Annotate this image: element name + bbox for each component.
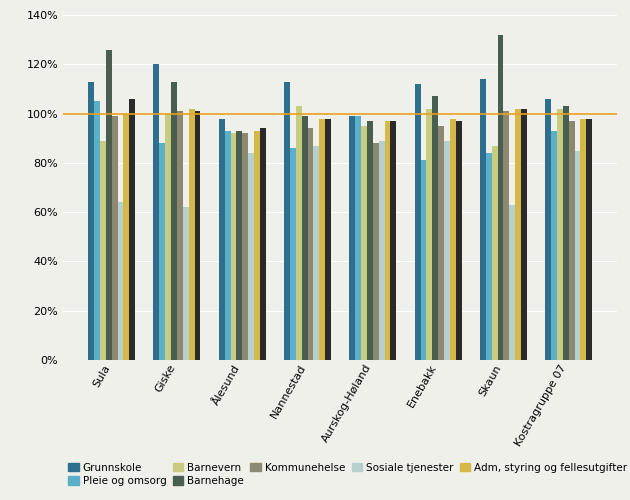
Bar xyxy=(254,131,260,360)
Bar xyxy=(177,111,183,360)
Bar xyxy=(563,106,569,360)
Bar xyxy=(551,131,557,360)
Bar xyxy=(236,131,243,360)
Bar xyxy=(314,146,319,360)
Bar xyxy=(100,140,106,360)
Bar xyxy=(438,126,444,360)
Bar xyxy=(427,108,432,360)
Bar xyxy=(159,143,165,360)
Bar xyxy=(455,121,462,360)
Bar xyxy=(498,34,503,360)
Bar xyxy=(509,205,515,360)
Bar xyxy=(94,101,100,360)
Bar xyxy=(486,153,491,360)
Bar xyxy=(557,108,563,360)
Bar xyxy=(480,79,486,360)
Bar xyxy=(391,121,396,360)
Bar xyxy=(129,99,135,360)
Bar xyxy=(165,114,171,360)
Bar xyxy=(384,121,391,360)
Bar xyxy=(88,82,94,360)
Bar xyxy=(545,99,551,360)
Bar xyxy=(569,121,575,360)
Bar xyxy=(325,118,331,360)
Bar xyxy=(350,116,355,360)
Bar xyxy=(450,118,455,360)
Bar xyxy=(225,131,231,360)
Bar xyxy=(284,82,290,360)
Bar xyxy=(106,50,112,360)
Legend: Grunnskole, Pleie og omsorg, Barnevern, Barnehage, Kommunehelse, Sosiale tjenest: Grunnskole, Pleie og omsorg, Barnevern, … xyxy=(68,463,630,486)
Bar xyxy=(503,111,509,360)
Bar xyxy=(123,114,129,360)
Bar xyxy=(379,140,384,360)
Bar xyxy=(118,202,123,360)
Bar xyxy=(319,118,325,360)
Bar xyxy=(219,118,225,360)
Bar xyxy=(307,128,314,360)
Bar xyxy=(587,118,592,360)
Bar xyxy=(231,134,236,360)
Bar xyxy=(112,116,118,360)
Bar xyxy=(248,153,254,360)
Bar xyxy=(302,116,307,360)
Bar xyxy=(444,140,450,360)
Bar xyxy=(290,148,296,360)
Bar xyxy=(367,121,373,360)
Bar xyxy=(521,108,527,360)
Bar xyxy=(154,64,159,360)
Bar xyxy=(415,84,420,360)
Bar xyxy=(515,108,521,360)
Bar xyxy=(243,134,248,360)
Bar xyxy=(420,160,427,360)
Bar xyxy=(491,146,498,360)
Bar xyxy=(183,207,189,360)
Bar xyxy=(575,150,580,360)
Bar xyxy=(189,108,195,360)
Bar xyxy=(171,82,177,360)
Bar xyxy=(373,143,379,360)
Bar xyxy=(355,116,361,360)
Bar xyxy=(195,111,200,360)
Bar xyxy=(296,106,302,360)
Bar xyxy=(361,126,367,360)
Bar xyxy=(580,118,587,360)
Bar xyxy=(432,96,438,360)
Bar xyxy=(260,128,266,360)
